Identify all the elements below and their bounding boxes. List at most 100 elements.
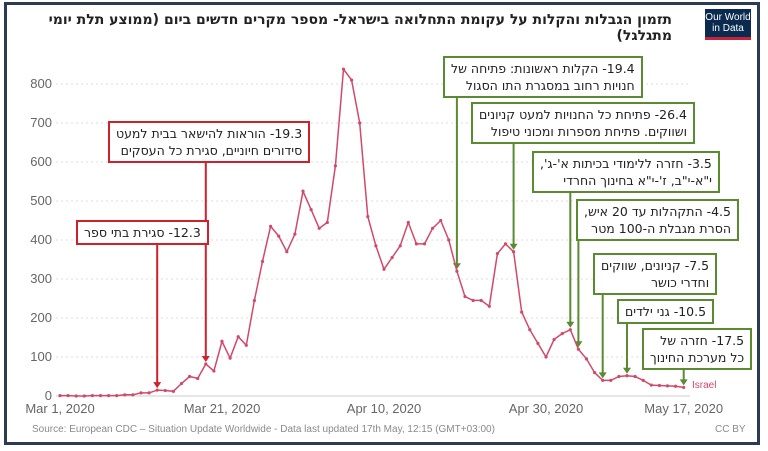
data-point[interactable]: [350, 78, 354, 82]
arrowhead-icon: [566, 321, 575, 328]
data-point[interactable]: [228, 356, 232, 360]
data-point[interactable]: [431, 226, 435, 230]
annotation-shops-open: 26.4- פתיחת כל החנויות למעט קניונים ושוו…: [471, 102, 695, 144]
data-point[interactable]: [609, 378, 613, 382]
data-point[interactable]: [487, 304, 491, 308]
data-point[interactable]: [163, 388, 167, 393]
data-point[interactable]: [633, 374, 637, 379]
data-point[interactable]: [528, 328, 532, 332]
data-point[interactable]: [641, 378, 645, 382]
data-point[interactable]: [520, 310, 524, 314]
data-point[interactable]: [269, 224, 273, 228]
data-point[interactable]: [568, 328, 572, 332]
data-point[interactable]: [463, 294, 467, 299]
data-point[interactable]: [171, 389, 175, 393]
data-point[interactable]: [293, 232, 297, 236]
data-point[interactable]: [447, 238, 451, 242]
data-point[interactable]: [220, 339, 224, 343]
data-point[interactable]: [115, 394, 119, 398]
data-point[interactable]: [495, 252, 499, 256]
annotation-text: ושווקים. פתיחת מספרות ומכוני טיפול: [490, 124, 687, 139]
arrowhead-icon: [509, 243, 518, 250]
chart-title: תזמון הגבלות והקלות על עקומת התחלואה ביש…: [48, 12, 672, 44]
data-point[interactable]: [301, 189, 305, 193]
data-point[interactable]: [358, 121, 362, 125]
data-point[interactable]: [82, 394, 86, 398]
data-point[interactable]: [511, 250, 516, 254]
x-tick-label: Mar 1, 2020: [25, 401, 95, 416]
data-point[interactable]: [58, 394, 62, 398]
data-point[interactable]: [212, 369, 216, 373]
data-point[interactable]: [260, 259, 265, 264]
data-point[interactable]: [649, 383, 653, 387]
annotation-gatherings: 4.5- התקהלות עד 20 איש, הסרת מגבלת ה-100…: [576, 199, 739, 241]
data-point[interactable]: [179, 381, 184, 386]
annotation-text: וחדרי כושר: [650, 275, 710, 290]
data-point[interactable]: [107, 394, 111, 398]
data-point[interactable]: [682, 385, 686, 390]
data-point[interactable]: [252, 298, 256, 303]
data-point[interactable]: [204, 362, 208, 366]
data-point[interactable]: [341, 67, 346, 71]
data-point[interactable]: [593, 371, 597, 375]
annotation-text: 19.4- הקלות ראשונות: פתיחה של: [451, 61, 635, 76]
data-point[interactable]: [147, 391, 151, 395]
data-point[interactable]: [625, 374, 629, 378]
data-point[interactable]: [374, 244, 378, 248]
data-point[interactable]: [584, 357, 589, 361]
data-point[interactable]: [503, 242, 508, 246]
data-point[interactable]: [657, 383, 662, 388]
data-point[interactable]: [285, 250, 289, 254]
data-point[interactable]: [382, 267, 386, 271]
data-point[interactable]: [422, 242, 427, 246]
data-point[interactable]: [188, 374, 192, 379]
data-point[interactable]: [74, 394, 78, 398]
owid-logo[interactable]: Our World in Data: [705, 9, 751, 40]
data-point[interactable]: [471, 298, 475, 303]
data-point[interactable]: [317, 226, 321, 230]
annotation-stay-home: 19.3- הוראות להישאר בבית למעט סידורים חי…: [108, 121, 311, 163]
annotation-kindergartens: 10.5- גני ילדים: [617, 299, 715, 324]
data-point[interactable]: [455, 269, 459, 273]
data-point[interactable]: [309, 207, 313, 212]
data-point[interactable]: [277, 234, 281, 238]
annotation-text: הסרת מגבלת ה-100 מטר: [591, 221, 731, 236]
data-point[interactable]: [155, 388, 159, 392]
y-tick-label: 300: [30, 271, 52, 286]
data-point[interactable]: [439, 218, 443, 223]
data-point[interactable]: [390, 255, 394, 260]
data-point[interactable]: [617, 374, 621, 379]
data-point[interactable]: [123, 393, 127, 397]
x-tick-label: Mar 21, 2020: [183, 401, 261, 416]
data-point[interactable]: [414, 242, 418, 246]
arrowhead-icon: [679, 379, 688, 386]
data-point[interactable]: [366, 215, 370, 219]
data-point[interactable]: [325, 220, 329, 225]
data-point[interactable]: [236, 335, 240, 339]
data-point[interactable]: [479, 298, 483, 303]
license-link[interactable]: CC BY: [715, 424, 746, 435]
data-point[interactable]: [601, 378, 605, 382]
annotation-text: 3.5- חזרה ללימודי בכיתות א'-ג',: [540, 156, 712, 171]
data-point[interactable]: [665, 384, 670, 388]
data-point[interactable]: [536, 341, 540, 345]
annotation-malls: 7.5- קניונים, שווקים וחדרי כושר: [593, 253, 718, 295]
data-point[interactable]: [544, 355, 548, 359]
data-point[interactable]: [333, 164, 337, 168]
data-point[interactable]: [244, 343, 248, 347]
data-point[interactable]: [674, 384, 678, 388]
data-point[interactable]: [552, 337, 556, 342]
annotation-text: 4.5- התקהלות עד 20 איש,: [584, 204, 731, 219]
data-point[interactable]: [398, 244, 402, 248]
data-point[interactable]: [66, 394, 70, 398]
data-point[interactable]: [560, 332, 564, 336]
data-point[interactable]: [196, 376, 200, 381]
data-point[interactable]: [90, 394, 94, 398]
y-tick-label: 800: [30, 76, 52, 91]
data-point[interactable]: [576, 347, 581, 351]
data-point[interactable]: [98, 394, 103, 398]
data-point[interactable]: [139, 391, 143, 395]
x-tick-label: Apr 30, 2020: [508, 401, 584, 416]
data-point[interactable]: [131, 393, 135, 397]
data-point[interactable]: [406, 220, 410, 225]
